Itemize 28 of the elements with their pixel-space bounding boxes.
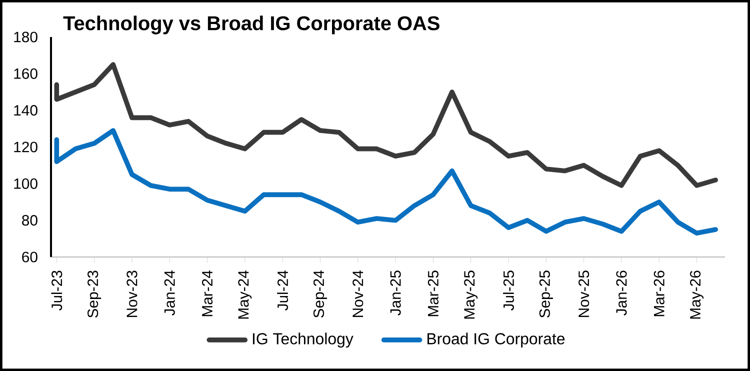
x-tick-label: Jan-26	[616, 270, 627, 316]
y-tick-label: 160	[14, 68, 38, 79]
y-tick-label: 140	[14, 105, 38, 116]
y-tick-label: 180	[14, 32, 38, 42]
legend-label: IG Technology	[252, 332, 354, 348]
x-tick-label: Jul-24	[277, 270, 288, 311]
y-tick-label: 100	[14, 178, 38, 189]
x-tick-label: Nov-25	[578, 270, 590, 317]
chart-title: Technology vs Broad IG Corporate OAS	[63, 16, 440, 34]
x-tick-label: Jul-25	[503, 270, 514, 311]
y-tick-label: 80	[22, 215, 38, 226]
x-tick-label: Nov-24	[352, 270, 364, 317]
x-tick-label: May-25	[464, 270, 478, 319]
legend-label: Broad IG Corporate	[427, 332, 565, 348]
x-tick-label: Sep-23	[88, 270, 102, 318]
x-tick-label: Nov-23	[126, 270, 138, 317]
x-tick-label: Mar-24	[202, 270, 213, 316]
x-tick-label: Sep-24	[313, 270, 327, 318]
y-tick-label: 120	[14, 142, 38, 152]
x-tick-label: Jan-25	[390, 270, 401, 316]
x-tick-label: Mar-26	[654, 270, 664, 316]
x-tick-label: Mar-25	[428, 270, 438, 316]
x-tick-label: Sep-25	[539, 270, 553, 318]
x-tick-label: Jan-24	[164, 270, 175, 316]
x-tick-label: May-24	[238, 270, 252, 319]
x-tick-label: May-26	[690, 270, 704, 319]
y-tick-label: 60	[22, 252, 38, 262]
x-tick-label: Jul-23	[51, 270, 62, 311]
